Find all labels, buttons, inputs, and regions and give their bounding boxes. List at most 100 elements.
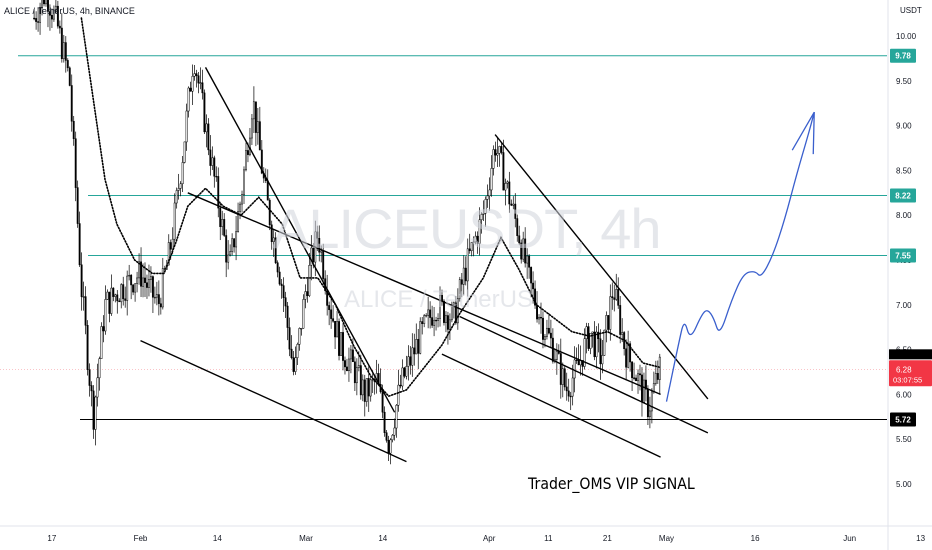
candle-body [355, 367, 358, 384]
candle-body [528, 255, 531, 268]
candle-body [221, 219, 224, 227]
candle-body [306, 291, 309, 297]
y-tick-label: 10.00 [896, 32, 917, 41]
candle-body [425, 315, 428, 317]
candle-body [215, 175, 218, 178]
candle-body [613, 297, 616, 300]
candle-body [50, 15, 53, 20]
candle-body [635, 377, 637, 382]
candle-body [551, 337, 554, 362]
candle-body [146, 282, 148, 288]
candle-body [615, 289, 618, 300]
candle-body [460, 279, 463, 285]
candle-body [316, 231, 319, 239]
signal-annotation[interactable]: Trader_OMS VIP SIGNAL [528, 474, 695, 493]
current-price-label: 6.28 [896, 365, 912, 374]
candle-body [78, 223, 81, 266]
candle-body [276, 262, 279, 273]
candle-body [456, 298, 459, 324]
candle-body [342, 332, 344, 361]
candle-body [90, 385, 93, 392]
candle-body [106, 291, 109, 300]
candle-body [201, 82, 204, 94]
candle-body [357, 365, 360, 368]
candle-body [387, 440, 390, 454]
currency-label: USDT [900, 6, 922, 15]
candle-body [427, 309, 430, 316]
candle-body [599, 338, 602, 365]
candle-body [213, 157, 216, 177]
candle-body [60, 27, 63, 60]
candle-body [498, 146, 501, 154]
candle-body [175, 190, 178, 204]
candle-body [351, 349, 354, 363]
candle-body [540, 316, 542, 319]
candle-body [219, 207, 222, 227]
candle-body [82, 296, 85, 298]
candle-body [605, 315, 608, 331]
level-label: 8.22 [895, 191, 911, 200]
y-tick-label: 9.50 [896, 77, 912, 86]
x-tick-label: 13 [916, 534, 925, 543]
candle-body [621, 332, 624, 335]
candle-body [486, 195, 489, 200]
candle-body [482, 212, 485, 215]
candle-body [282, 285, 285, 298]
candle-body [260, 149, 263, 174]
candle-body [177, 188, 180, 191]
candle-body [56, 5, 59, 27]
candle-body [637, 373, 639, 382]
candle-body [353, 361, 356, 384]
candle-body [151, 276, 154, 298]
candle-body [199, 82, 202, 84]
candle-body [563, 368, 566, 388]
candle-body [561, 368, 564, 385]
candle-body [110, 287, 113, 314]
candle-body [320, 250, 323, 253]
candle-body [448, 319, 451, 330]
candle-body [102, 326, 105, 332]
candle-body [417, 339, 420, 354]
candle-body [54, 5, 57, 11]
candle-body [169, 242, 172, 250]
candle-body [415, 339, 418, 355]
candle-body [585, 326, 588, 339]
x-tick-label: 16 [751, 534, 760, 543]
candle-body [233, 238, 236, 248]
candle-body [658, 356, 661, 380]
candle-body [108, 291, 111, 314]
candle-body [490, 168, 493, 191]
candle-body [205, 123, 208, 133]
candle-body [462, 267, 465, 285]
candle-body [229, 251, 232, 256]
symbol-title[interactable]: ALICE / TetherUS, 4h, BINANCE [4, 6, 135, 16]
candle-body [536, 304, 538, 320]
candle-body [656, 373, 659, 380]
candle-body [474, 235, 477, 243]
candle-body [603, 329, 606, 356]
candle-body [195, 73, 198, 76]
candle-body [290, 348, 293, 358]
candle-body [258, 121, 261, 151]
candle-body [544, 336, 546, 340]
candle-body [84, 296, 87, 326]
candle-body [294, 357, 297, 372]
candle-body [555, 350, 558, 360]
candle-body [116, 294, 119, 302]
candle-body [421, 321, 424, 324]
candle-body [35, 18, 38, 22]
candle-body [591, 331, 594, 334]
candle-body [256, 121, 259, 133]
candle-body [211, 157, 214, 166]
candle-body [567, 390, 570, 397]
x-tick-label: 14 [213, 534, 222, 543]
candle-body [66, 60, 69, 69]
candle-body [72, 120, 75, 139]
candle-body [266, 180, 269, 201]
candle-body [278, 271, 281, 285]
y-tick-label: 6.00 [896, 390, 912, 399]
current-price-countdown: 03:07:55 [893, 375, 922, 384]
level-label: 9.78 [895, 52, 911, 61]
candle-body [423, 315, 426, 324]
